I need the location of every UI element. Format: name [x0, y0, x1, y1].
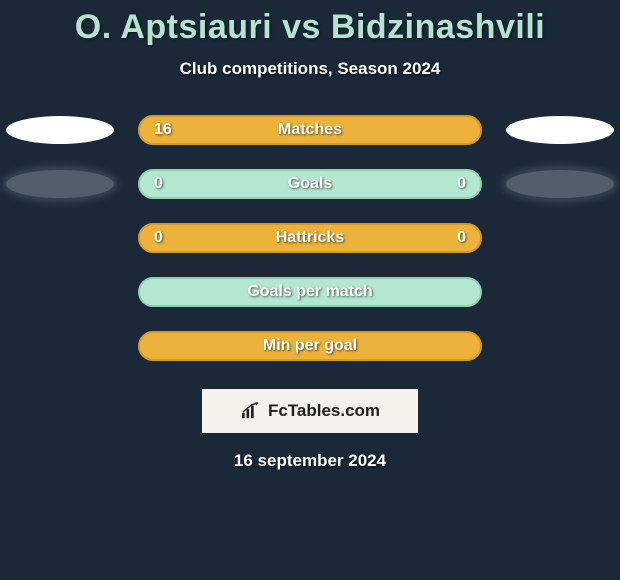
content-wrapper: O. Aptsiauri vs Bidzinashvili Club compe…	[0, 0, 620, 580]
player-right-oval	[506, 116, 614, 144]
page-title: O. Aptsiauri vs Bidzinashvili	[0, 8, 620, 47]
logo-box: FcTables.com	[202, 389, 418, 433]
stat-value-left: 16	[154, 121, 172, 139]
stat-row-goals: 0 Goals 0	[0, 169, 620, 199]
stat-bar: 0 Hattricks 0	[138, 223, 482, 253]
stat-row-hattricks: 0 Hattricks 0	[0, 223, 620, 253]
stat-bar: Min per goal	[138, 331, 482, 361]
stat-bar: 0 Goals 0	[138, 169, 482, 199]
stat-bar: Goals per match	[138, 277, 482, 307]
player-left-oval	[6, 116, 114, 144]
stat-label: Goals	[288, 175, 332, 193]
stat-value-right: 0	[457, 229, 466, 247]
player-right-oval	[506, 170, 614, 198]
player-left-oval	[6, 170, 114, 198]
chart-icon	[240, 402, 262, 420]
stat-bar: 16 Matches	[138, 115, 482, 145]
stat-row-matches: 16 Matches	[0, 115, 620, 145]
page-subtitle: Club competitions, Season 2024	[0, 59, 620, 79]
stat-row-goals-per-match: Goals per match	[0, 277, 620, 307]
stat-rows: 16 Matches 0 Goals 0 0 Hattricks 0	[0, 115, 620, 361]
stat-label: Hattricks	[276, 229, 344, 247]
stat-row-min-per-goal: Min per goal	[0, 331, 620, 361]
stat-value-left: 0	[154, 175, 163, 193]
stat-label: Goals per match	[247, 283, 372, 301]
stat-value-left: 0	[154, 229, 163, 247]
stat-value-right: 0	[457, 175, 466, 193]
stat-label: Min per goal	[263, 337, 357, 355]
date-label: 16 september 2024	[0, 451, 620, 471]
stat-label: Matches	[278, 121, 342, 139]
logo-text: FcTables.com	[268, 401, 380, 421]
